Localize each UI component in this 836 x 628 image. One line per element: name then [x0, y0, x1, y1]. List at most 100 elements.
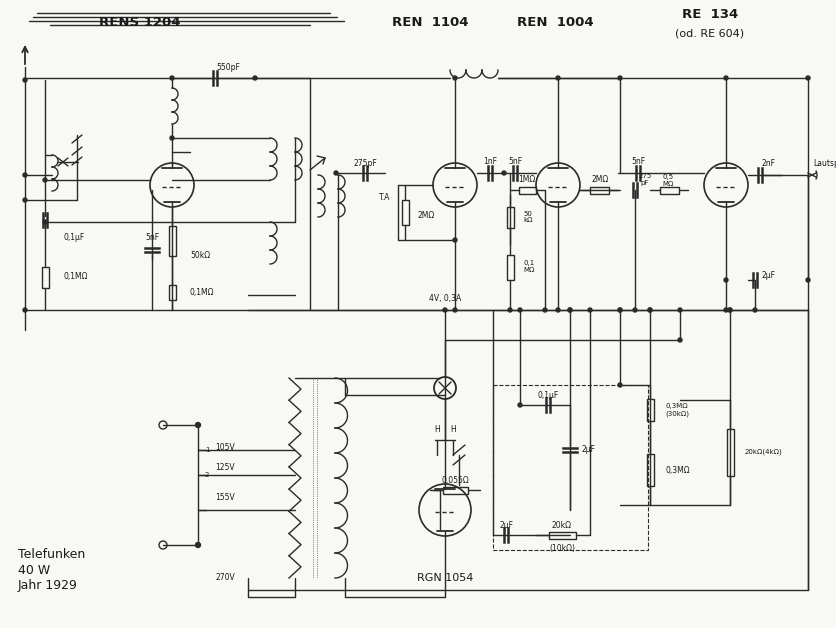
Text: 125V: 125V [215, 462, 235, 472]
Bar [442, 487, 467, 494]
Text: REN  1004: REN 1004 [517, 16, 594, 30]
Bar [169, 284, 176, 300]
Circle shape [806, 76, 810, 80]
Circle shape [728, 308, 732, 312]
Text: 0,3MΩ
(30kΩ): 0,3MΩ (30kΩ) [665, 403, 689, 417]
Text: 50kΩ: 50kΩ [190, 251, 210, 259]
Text: 550pF: 550pF [216, 63, 240, 72]
Text: Jahr 1929: Jahr 1929 [18, 578, 78, 592]
Circle shape [724, 76, 728, 80]
Circle shape [806, 278, 810, 282]
Bar [401, 200, 409, 225]
Circle shape [518, 403, 522, 407]
Circle shape [724, 308, 728, 312]
Text: H: H [450, 426, 456, 435]
Bar [589, 187, 609, 193]
Circle shape [170, 136, 174, 140]
Circle shape [618, 383, 622, 387]
Text: 1: 1 [205, 447, 210, 453]
Text: RE  134: RE 134 [682, 9, 738, 21]
Text: 2µF: 2µF [582, 445, 596, 455]
Circle shape [556, 308, 560, 312]
Circle shape [678, 338, 682, 342]
Circle shape [618, 308, 622, 312]
Circle shape [728, 308, 732, 312]
Text: (od. RE 604): (od. RE 604) [675, 28, 745, 38]
Circle shape [618, 308, 622, 312]
Text: 2: 2 [205, 472, 209, 478]
Circle shape [568, 308, 572, 312]
Bar [646, 454, 654, 485]
Text: 2MΩ: 2MΩ [418, 210, 436, 220]
Text: 20kΩ: 20kΩ [552, 521, 572, 529]
Circle shape [443, 308, 447, 312]
Text: 0,1µF: 0,1µF [63, 232, 84, 242]
Circle shape [543, 308, 547, 312]
Text: 0,1µF: 0,1µF [538, 391, 558, 399]
Circle shape [502, 171, 506, 175]
Text: 2µF: 2µF [499, 521, 513, 529]
Text: RENS 1204: RENS 1204 [99, 16, 181, 30]
Text: 0,5
MΩ: 0,5 MΩ [662, 173, 674, 187]
Text: 1MΩ: 1MΩ [518, 175, 536, 185]
Text: 275
pF: 275 pF [639, 173, 651, 187]
Text: 270V: 270V [215, 573, 235, 583]
Text: 50
kΩ: 50 kΩ [523, 210, 533, 224]
Circle shape [588, 308, 592, 312]
Circle shape [23, 173, 27, 177]
Text: (10kΩ): (10kΩ) [549, 543, 575, 553]
Bar [548, 531, 576, 538]
Text: 1nF: 1nF [483, 158, 497, 166]
Text: 40 W: 40 W [18, 563, 50, 577]
Text: 5nF: 5nF [145, 234, 159, 242]
Circle shape [724, 278, 728, 282]
Text: RGN 1054: RGN 1054 [417, 573, 473, 583]
Bar [507, 255, 513, 280]
Circle shape [678, 308, 682, 312]
Circle shape [23, 308, 27, 312]
Text: 5nF: 5nF [631, 158, 645, 166]
Bar [42, 268, 48, 288]
Text: REN  1104: REN 1104 [392, 16, 468, 30]
Text: 155V: 155V [215, 492, 235, 502]
Circle shape [43, 178, 47, 182]
Circle shape [253, 76, 257, 80]
Circle shape [518, 308, 522, 312]
Circle shape [508, 308, 512, 312]
Circle shape [334, 171, 338, 175]
Text: H: H [434, 426, 440, 435]
Circle shape [648, 308, 652, 312]
Circle shape [43, 220, 47, 224]
Text: 105V: 105V [215, 443, 235, 452]
Text: 2µF: 2µF [761, 271, 775, 279]
Circle shape [23, 78, 27, 82]
Text: 5nF: 5nF [508, 158, 522, 166]
Text: 2nF: 2nF [761, 158, 775, 168]
Bar [519, 187, 536, 193]
Text: 2MΩ: 2MΩ [591, 175, 609, 185]
Text: 0,1MΩ: 0,1MΩ [63, 273, 88, 281]
Text: 20kΩ(4kΩ): 20kΩ(4kΩ) [745, 449, 782, 455]
Text: 4V, 0,3A: 4V, 0,3A [429, 293, 461, 303]
Circle shape [23, 198, 27, 202]
Text: 275pF: 275pF [353, 158, 377, 168]
Text: 0,1
MΩ: 0,1 MΩ [523, 261, 534, 274]
Circle shape [453, 76, 457, 80]
Text: Telefunken: Telefunken [18, 548, 85, 561]
Circle shape [556, 76, 560, 80]
Circle shape [633, 308, 637, 312]
Bar [507, 207, 513, 227]
Circle shape [196, 543, 201, 548]
Circle shape [753, 308, 757, 312]
Circle shape [568, 308, 572, 312]
Circle shape [648, 308, 652, 312]
Bar [660, 187, 679, 193]
Text: T.A: T.A [380, 193, 390, 202]
Text: 0,055Ω: 0,055Ω [441, 475, 469, 484]
Circle shape [170, 76, 174, 80]
Circle shape [196, 423, 201, 428]
Bar [646, 399, 654, 421]
Circle shape [453, 308, 457, 312]
Circle shape [453, 238, 457, 242]
Text: 0,1MΩ: 0,1MΩ [190, 288, 215, 296]
